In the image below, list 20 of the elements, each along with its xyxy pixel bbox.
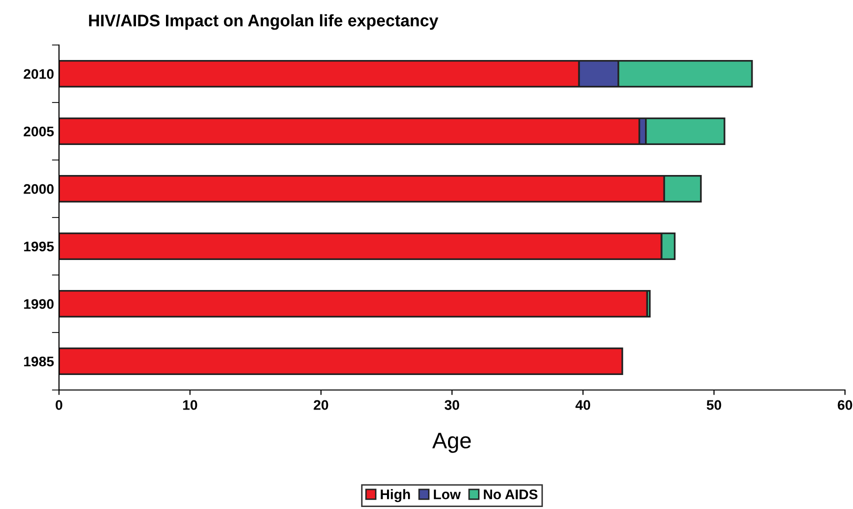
x-tick-label: 10 xyxy=(183,400,198,410)
legend-label: High xyxy=(380,489,410,502)
bar xyxy=(59,347,624,376)
y-tick-label: 2005 xyxy=(24,126,54,136)
chart-title: HIV/AIDS Impact on Angolan life expectancy xyxy=(89,14,438,30)
x-axis-title: Age xyxy=(432,432,471,453)
y-tick-label: 1995 xyxy=(24,242,54,252)
y-tick-label: 2000 xyxy=(24,184,54,194)
x-tick-label: 20 xyxy=(314,400,328,410)
y-tick-label: 2010 xyxy=(24,69,54,79)
x-tick-label: 30 xyxy=(444,400,460,410)
legend-label: Low xyxy=(434,490,461,500)
y-tick-label: 1990 xyxy=(24,299,54,309)
y-tick-label: 1985 xyxy=(24,356,54,366)
x-tick-label: 0 xyxy=(56,400,62,410)
x-tick-label: 50 xyxy=(706,400,722,410)
legend-label: No AIDS xyxy=(484,489,538,500)
x-tick-label: 60 xyxy=(838,400,852,410)
bar xyxy=(59,290,648,318)
x-tick-label: 40 xyxy=(575,400,590,410)
